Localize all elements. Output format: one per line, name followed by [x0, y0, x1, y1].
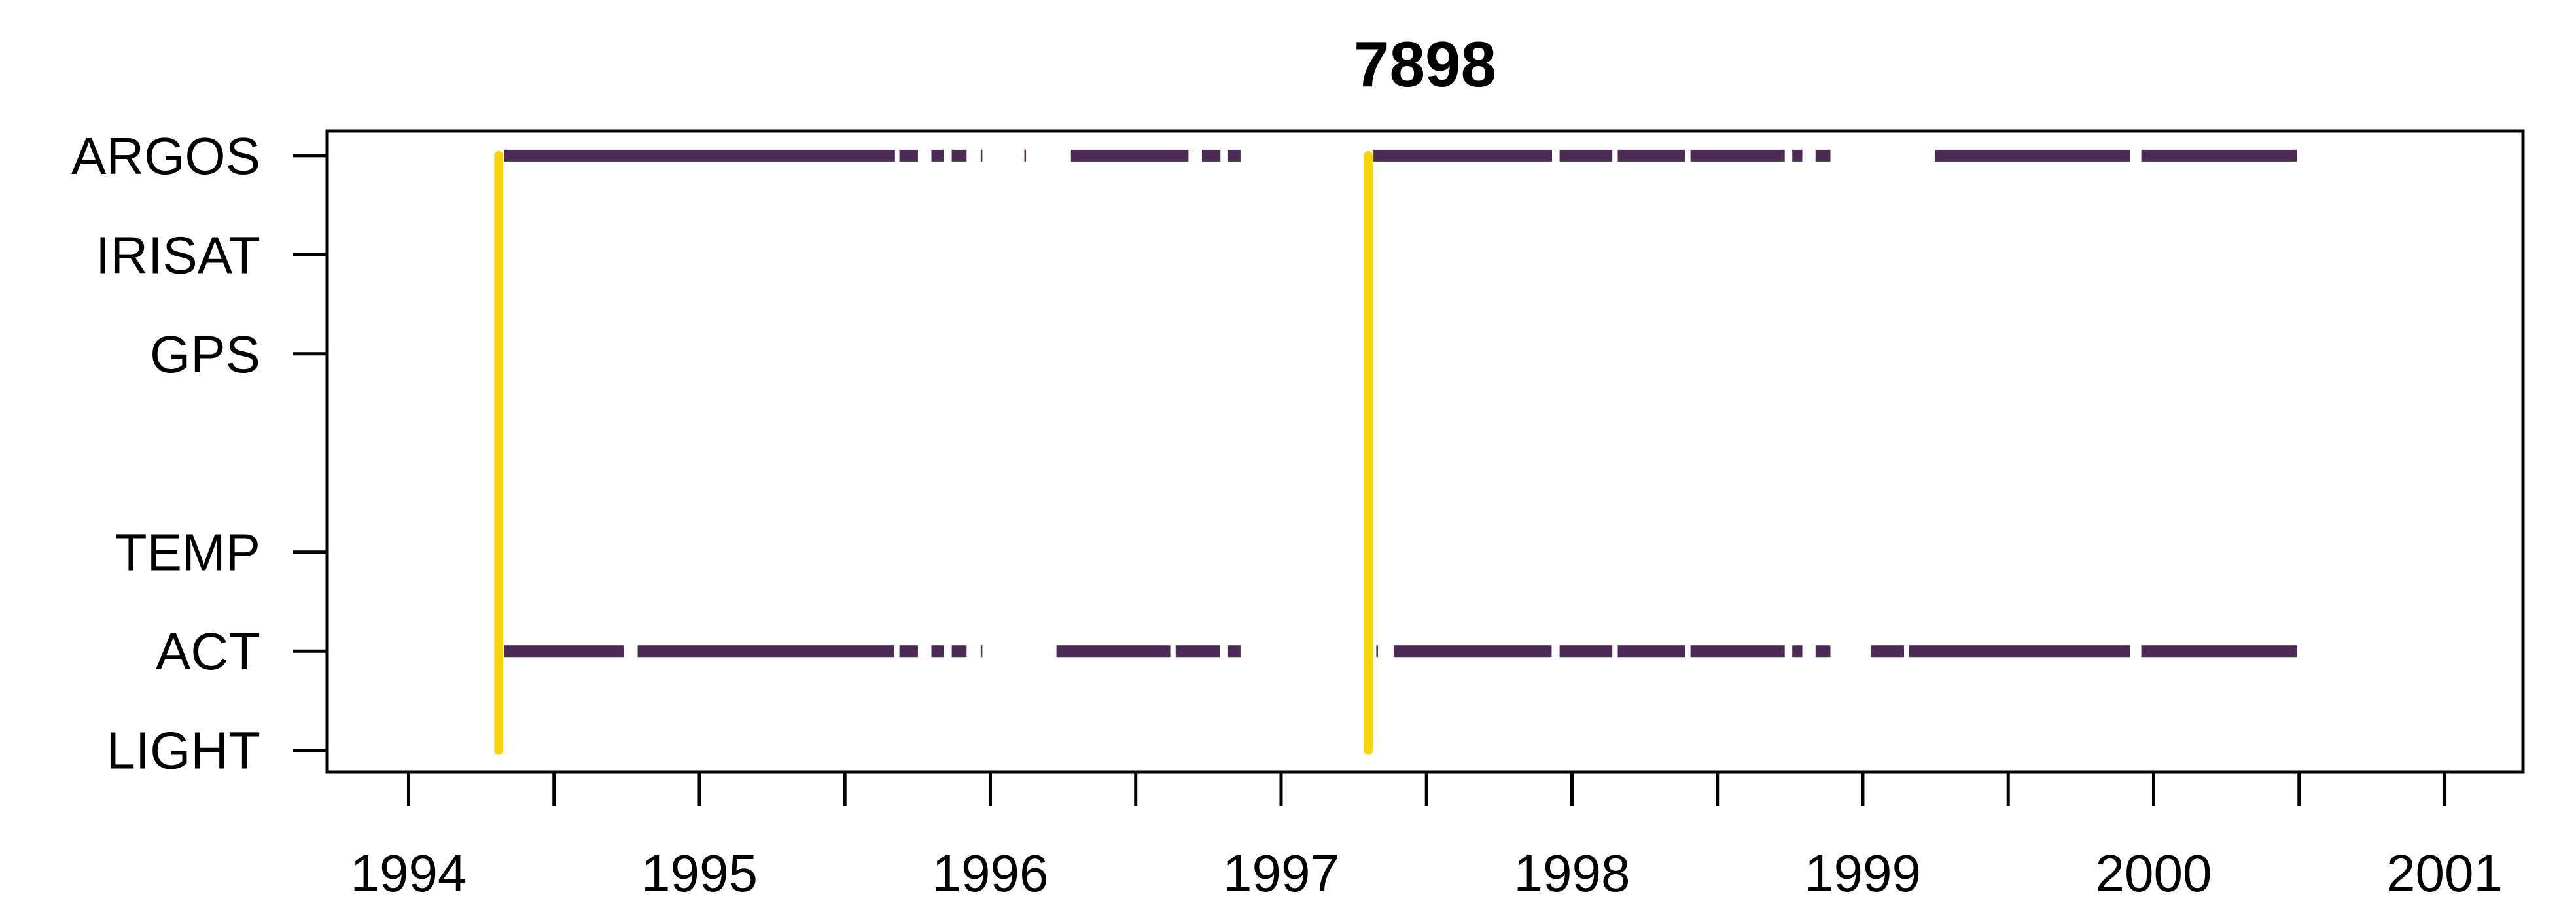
series-argos	[504, 149, 2297, 162]
x-tick-label: 1995	[641, 844, 758, 901]
series-act	[504, 645, 2297, 658]
x-tick-label: 2000	[2095, 844, 2212, 901]
x-tick-label: 1994	[350, 844, 467, 901]
plot-frame	[325, 129, 2525, 774]
x-tick-label: 1999	[1805, 844, 1921, 901]
y-tick-label: GPS	[150, 325, 260, 383]
y-tick-label: LIGHT	[106, 722, 260, 780]
y-tick-label: ACT	[156, 622, 260, 680]
chart-title: 7898	[1354, 28, 1496, 100]
y-axis: ARGOS IRISAT GPS TEMP ACT LIGHT	[71, 127, 327, 780]
x-tick-label: 1998	[1513, 844, 1630, 901]
y-tick-label: IRISAT	[96, 226, 260, 284]
y-tick-label: ARGOS	[71, 127, 260, 185]
x-tick-label: 2001	[2386, 844, 2503, 901]
series-ticks	[504, 149, 2297, 162]
chart-marks	[494, 149, 2297, 755]
x-tick-label: 1996	[932, 844, 1048, 901]
y-tick-label: TEMP	[115, 523, 260, 582]
x-tick-label: 1997	[1223, 844, 1339, 901]
x-axis: 1994 1995 1996 1997 1998 1999 2000 2001	[350, 772, 2503, 901]
series-ticks	[504, 645, 2297, 658]
